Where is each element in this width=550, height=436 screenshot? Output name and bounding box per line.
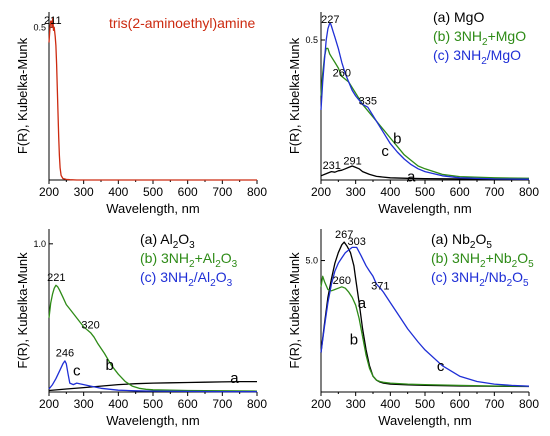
x-tick-label: 400 — [380, 185, 400, 199]
x-tick-label: 700 — [484, 185, 504, 199]
x-tick-label: 400 — [108, 397, 128, 411]
x-tick-label: 400 — [380, 397, 400, 411]
x-tick-label: 300 — [74, 397, 94, 411]
legend-entry: (c) 3NH2/Nb2O5 — [431, 269, 529, 289]
x-tick-label: 600 — [178, 397, 198, 411]
x-tick-label: 700 — [484, 397, 504, 411]
x-tick-label: 800 — [247, 397, 267, 411]
x-tick-label: 200 — [311, 397, 331, 411]
annotation-label: 267 — [335, 229, 353, 241]
x-axis-label: Wavelength, nm — [106, 413, 199, 428]
x-tick-label: 500 — [143, 397, 163, 411]
legend-entry: (a) Nb2O5 — [431, 231, 492, 251]
y-axis-label: F(R), Kubelka-Munk — [287, 37, 302, 154]
x-axis-label: Wavelength, nm — [378, 413, 471, 428]
annotation-label: c — [73, 363, 81, 380]
x-tick-label: 600 — [450, 185, 470, 199]
y-axis-label: F(R), Kubelka-Munk — [15, 252, 30, 369]
annotation-label: b — [393, 131, 401, 148]
series-line-1 — [48, 17, 257, 181]
y-tick-label: 0.5 — [33, 22, 46, 32]
series-line-2 — [320, 47, 530, 179]
y-axis-label: F(R), Kubelka-Munk — [287, 252, 302, 369]
annotation-label: b — [350, 332, 358, 349]
annotation-label: 260 — [333, 67, 351, 79]
annotation-label: a — [230, 370, 239, 387]
x-axis-label: Wavelength, nm — [106, 201, 199, 216]
x-tick-label: 500 — [143, 185, 163, 199]
legend-entry: (a) Al2O3 — [140, 231, 195, 251]
chart-panel-3: 200 300 400 500 600 700 800 1.0 Wavelength, nm F(… — [15, 229, 267, 428]
series-line-1 — [48, 380, 257, 392]
y-tick-label: 1.0 — [33, 239, 46, 249]
x-tick-label: 500 — [415, 397, 435, 411]
annotation-label: a — [407, 168, 416, 185]
legend-entry: (a) MgO — [433, 9, 484, 25]
annotation-label: 221 — [47, 272, 65, 284]
x-tick-label: 300 — [346, 185, 366, 199]
x-axis-label: Wavelength, nm — [378, 201, 471, 216]
annotation-label: 227 — [321, 14, 339, 26]
annotation-label: 371 — [371, 280, 389, 292]
annotation-label: b — [105, 357, 113, 374]
x-tick-label: 200 — [39, 397, 59, 411]
x-tick-label: 400 — [108, 185, 128, 199]
series-line-3 — [320, 246, 530, 387]
series-line-3 — [48, 360, 257, 393]
series-line-1 — [320, 241, 530, 388]
x-tick-label: 700 — [212, 185, 232, 199]
legend-entry: (b) 3NH2+Nb2O5 — [431, 250, 534, 270]
annotation-label: 303 — [348, 236, 366, 248]
legend-entry: (b) 3NH2+MgO — [433, 28, 526, 48]
x-tick-label: 500 — [415, 185, 435, 199]
x-tick-label: 600 — [178, 185, 198, 199]
x-tick-label: 800 — [519, 397, 539, 411]
annotation-label: 260 — [333, 275, 351, 287]
y-tick-label: 0.5 — [305, 35, 318, 45]
series-line-1 — [320, 165, 529, 180]
chart-panel-2: 200 300 400 500 600 700 800 0.5 Wavelength, nm F(… — [287, 9, 539, 216]
x-tick-label: 300 — [74, 185, 94, 199]
annotation-label: 231 — [323, 160, 341, 172]
y-axis-label: F(R), Kubelka-Munk — [15, 37, 30, 154]
annotation-label: 320 — [81, 319, 99, 331]
annotation-label: c — [437, 358, 445, 375]
legend-entry: (c) 3NH2/MgO — [433, 47, 521, 67]
y-tick-label: 5.0 — [305, 256, 318, 266]
x-tick-label: 300 — [346, 397, 366, 411]
series-line-2 — [320, 275, 530, 387]
chart-panel-1: 200 300 400 500 600 700 800 0.5 Wavelength, nm F(… — [15, 12, 267, 216]
annotation-label: c — [381, 143, 389, 160]
legend-entry: (c) 3NH2/Al2O3 — [140, 269, 233, 289]
annotation-label: 335 — [359, 95, 377, 107]
annotation-label: 211 — [44, 15, 62, 27]
chart-panel-4: 200 300 400 500 600 700 800 5.0 Wavelength, nm F(… — [287, 229, 539, 428]
x-tick-label: 600 — [450, 397, 470, 411]
x-tick-label: 800 — [247, 185, 267, 199]
x-tick-label: 700 — [212, 397, 232, 411]
annotation-label: a — [358, 295, 367, 312]
annotation-label: 246 — [56, 347, 74, 359]
annotation-label: 291 — [343, 156, 361, 168]
x-tick-label: 200 — [311, 185, 331, 199]
series-line-3 — [320, 22, 530, 180]
x-tick-label: 800 — [519, 185, 539, 199]
x-tick-label: 200 — [39, 185, 59, 199]
series-line-2 — [48, 284, 258, 392]
legend-entry: (b) 3NH2+Al2O3 — [140, 250, 238, 270]
legend-entry: tris(2-aminoethyl)amine — [109, 15, 255, 31]
